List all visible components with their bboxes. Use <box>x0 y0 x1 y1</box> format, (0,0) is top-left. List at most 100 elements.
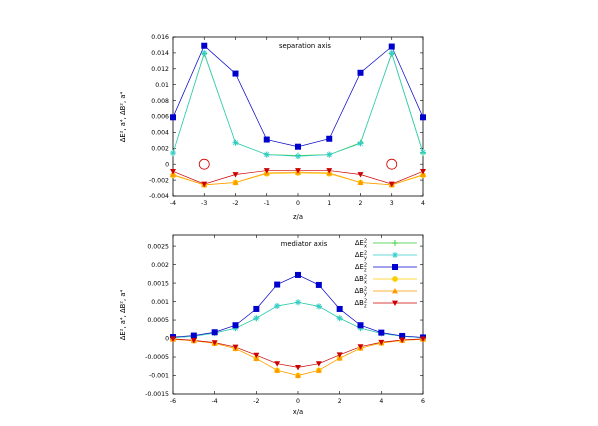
x-tick-label: -2 <box>232 200 238 207</box>
data-point-Bz <box>232 172 239 178</box>
data-point-Ey <box>253 315 260 322</box>
data-point-Ez <box>357 322 364 329</box>
x-tick-label: 1 <box>327 200 331 207</box>
data-point-Ez <box>420 114 426 121</box>
data-point-By <box>336 355 343 361</box>
data-point-Bz <box>326 168 333 174</box>
data-point-Bz <box>357 344 364 350</box>
legend-marker-Ey <box>392 252 398 258</box>
annotation-open-circle <box>198 158 210 170</box>
y-tick-label: 0.012 <box>151 66 169 73</box>
data-point-By <box>357 179 364 185</box>
legend-marker-Ex <box>392 240 398 246</box>
data-point-By <box>274 367 281 373</box>
y-tick-label: 0.004 <box>151 130 169 137</box>
data-point-Ez <box>315 281 322 288</box>
data-point-Ez <box>211 329 218 336</box>
data-point-Bz <box>190 337 197 344</box>
y-tick-label: 0.006 <box>151 114 169 121</box>
data-point-Ey <box>274 302 281 309</box>
data-point-Bz <box>399 337 406 344</box>
data-point-Bz <box>170 168 176 175</box>
data-point-Bz <box>378 339 385 346</box>
y-tick-label: -0.001 <box>149 373 169 380</box>
series-line-Ex <box>172 301 424 339</box>
data-point-Ey <box>170 150 176 157</box>
data-point-Ey <box>263 151 270 158</box>
y-tick-label: -0.0015 <box>145 391 169 398</box>
x-tick-label: -4 <box>170 200 176 207</box>
data-point-By <box>295 372 301 378</box>
data-point-Bz <box>232 344 239 351</box>
data-point-Ez <box>295 143 301 150</box>
data-point-Bz <box>357 172 364 178</box>
data-point-Bz <box>253 352 260 359</box>
legend-label-Ez: ΔE2 z <box>355 263 367 274</box>
data-point-Ez <box>274 281 281 288</box>
data-point-Ey <box>295 153 301 160</box>
data-point-Bz <box>336 352 343 358</box>
data-point-Ez <box>399 332 406 339</box>
y-tick-label: 0.014 <box>151 50 169 57</box>
data-point-By <box>315 367 322 373</box>
series-line-Ey <box>172 301 424 339</box>
data-point-By <box>232 179 239 185</box>
series-line-Ez <box>172 45 424 148</box>
y-tick-label: -0.0005 <box>145 354 169 361</box>
data-point-Bz <box>170 336 176 342</box>
data-point-Ez <box>326 135 333 142</box>
data-point-Ey <box>201 49 208 56</box>
y-tick-label: 0.0005 <box>147 317 169 324</box>
y-tick-label: -0.002 <box>149 177 169 184</box>
legend-label-Bz: ΔB2 z <box>354 299 367 310</box>
data-point-Bz <box>295 364 301 371</box>
x-tick-label: 6 <box>421 398 425 405</box>
legend-marker-Bz <box>392 300 398 306</box>
y-tick-label: 0.001 <box>151 299 169 306</box>
data-point-Ez <box>295 271 301 278</box>
legend-label-Bx: ΔB2 x <box>354 275 367 286</box>
y-tick-label: 0 <box>165 336 169 343</box>
y-tick-label: 0.0025 <box>147 243 169 250</box>
data-point-Ey <box>326 151 333 158</box>
panel-title: separation axis <box>279 42 331 50</box>
data-point-Ez <box>336 305 343 312</box>
data-point-Ez <box>201 42 208 49</box>
panel-mediator-axis: mediator axis x/a ΔE², a⁴, ΔB², a⁴ -6 -4-… <box>119 234 426 416</box>
x-tick-label: 2 <box>338 398 342 405</box>
x-tick-label: 4 <box>379 398 383 405</box>
series-line-Ez <box>172 274 424 338</box>
x-axis-label: z/a <box>293 213 303 221</box>
y-tick-label: 0.01 <box>155 82 169 89</box>
data-point-Ez <box>388 43 395 50</box>
data-point-Bz <box>201 181 208 188</box>
data-point-Ez <box>263 136 270 143</box>
data-point-Ey <box>315 303 322 310</box>
series-group <box>170 42 426 188</box>
legend-marker-Ez <box>392 264 398 270</box>
data-point-Ez <box>232 322 239 329</box>
data-point-By <box>253 355 260 361</box>
data-point-Ey <box>336 315 343 322</box>
y-axis-label: ΔE², a⁴, ΔB², a⁴ <box>119 290 127 341</box>
data-point-Ez <box>170 114 176 121</box>
data-point-Ey <box>420 149 426 156</box>
data-point-Bz <box>295 168 301 174</box>
annotation-open-circle <box>386 158 398 170</box>
data-point-Bz <box>211 340 218 346</box>
annotation-group <box>198 158 398 170</box>
legend-label-By: ΔB2 y <box>354 287 367 298</box>
data-point-Ez <box>232 70 239 77</box>
data-point-Ey <box>357 140 364 147</box>
panel-separation-axis: separation axis z/a ΔE², a⁴, ΔB², a⁴ -4 -… <box>119 34 426 221</box>
data-point-Ez <box>190 332 197 339</box>
y-tick-label: 0 <box>165 161 169 168</box>
y-tick-label: 0.002 <box>151 262 169 269</box>
data-point-Bz <box>388 181 395 188</box>
panel-title: mediator axis <box>281 240 328 248</box>
series-line-Ex <box>172 52 424 156</box>
series-line-Ey <box>172 51 424 157</box>
y-axis-label: ΔE², a⁴, ΔB², a⁴ <box>119 92 127 143</box>
